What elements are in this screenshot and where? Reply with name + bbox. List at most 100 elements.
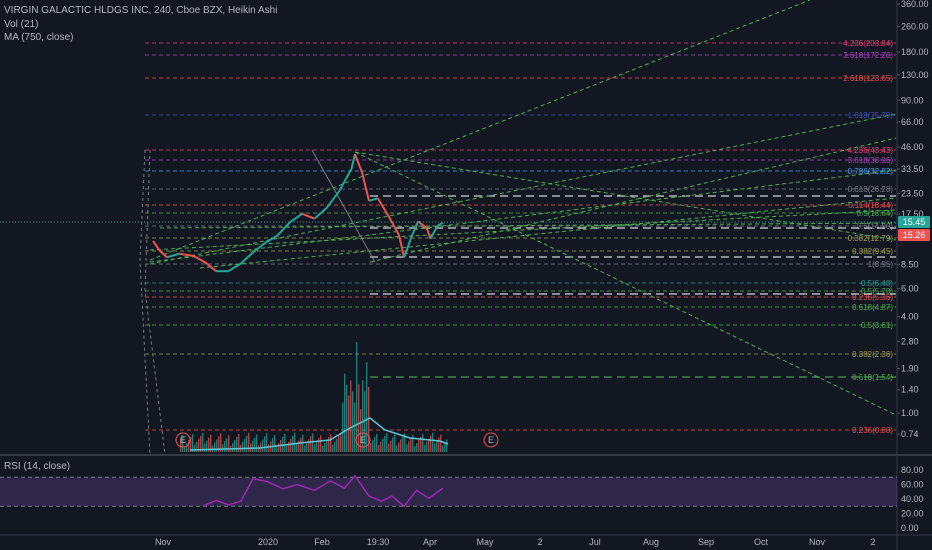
earnings-marker: [355, 432, 371, 448]
fib-level-label: 0.382(9.45): [852, 247, 893, 256]
volume-bar: [286, 444, 288, 452]
rsi-tick-label: 0.00: [901, 523, 919, 533]
x-tick-label: 2: [870, 537, 875, 547]
rsi-tick-label: 60.00: [901, 480, 924, 490]
price-segment: [192, 255, 207, 264]
volume-bar: [254, 437, 256, 452]
volume-bar: [234, 440, 236, 452]
price-segment: [179, 252, 194, 257]
rsi-label: RSI (14, close): [4, 461, 71, 472]
volume-bar: [182, 435, 184, 452]
volume-bar: [378, 444, 380, 452]
volume-bar: [306, 442, 308, 452]
projection-line: [144, 149, 166, 456]
y-tick-label: 1.00: [901, 408, 919, 418]
volume-bar: [386, 432, 388, 452]
volume-bar: [338, 435, 340, 452]
volume-bar: [310, 436, 312, 452]
volume-bar: [370, 443, 372, 452]
volume-bar: [184, 446, 186, 452]
volume-bar: [352, 391, 354, 452]
earnings-marker-label: E: [488, 435, 494, 445]
volume-bar: [354, 402, 356, 452]
volume-bar: [208, 437, 210, 452]
volume-bar: [422, 434, 424, 452]
volume-bar: [376, 434, 378, 452]
trend-line: [369, 137, 897, 263]
volume-bar: [278, 443, 280, 452]
volume-bar: [204, 443, 206, 452]
fib-level-label: 1.618(75.79): [848, 111, 894, 120]
volume-bar: [372, 440, 374, 452]
price-segment: [152, 240, 161, 252]
fib-level-label: 0.5(14.90): [857, 222, 894, 231]
volume-bar: [434, 443, 436, 452]
x-tick-label: Nov: [155, 537, 172, 547]
volume-bar: [436, 440, 438, 452]
volume-bar: [368, 387, 370, 452]
x-tick-label: Feb: [314, 537, 330, 547]
volume-bar: [392, 437, 394, 452]
volume-bar: [334, 441, 336, 452]
fib-level-label: 0.5(16.64): [857, 209, 894, 218]
volume-bar: [276, 446, 278, 452]
price-segment: [403, 237, 413, 258]
volume-bar: [220, 433, 222, 452]
x-tick-label: Jul: [589, 537, 601, 547]
price-segment: [361, 171, 371, 202]
y-tick-label: 17.50: [901, 209, 924, 219]
y-tick-label: 0.74: [901, 429, 919, 439]
volume-bar: [300, 437, 302, 452]
volume-bar: [424, 444, 426, 452]
volume-bar: [406, 444, 408, 452]
trend-line: [149, 0, 811, 261]
trend-line: [354, 151, 897, 416]
fib-level-label: 0.382(2.36): [852, 350, 893, 359]
volume-bar: [206, 440, 208, 452]
volume-bar: [442, 445, 444, 452]
rsi-line: [203, 474, 444, 508]
price-segment: [437, 221, 444, 227]
fib-level-label: 0.114(18.44): [848, 201, 893, 210]
price-segment: [252, 241, 267, 254]
volume-bar: [246, 435, 248, 452]
rsi-tick-label: 80.00: [901, 465, 924, 475]
volume-bar: [318, 438, 320, 452]
y-tick-label: 180.00: [901, 47, 929, 57]
volume-bar: [430, 435, 432, 452]
volume-bar: [344, 373, 346, 452]
price-segment: [376, 197, 390, 217]
volume-bar: [408, 441, 410, 452]
volume-bar: [226, 438, 228, 452]
volume-bar: [440, 434, 442, 452]
volume-ma-line: [189, 417, 449, 451]
fib-level-label: 3.618(38.96): [848, 156, 894, 165]
legend-title: VIRGIN GALACTIC HLDGS INC, 240, Cboe BZX…: [4, 5, 278, 16]
trend-line: [149, 113, 897, 265]
y-tick-label: 90.00: [901, 95, 924, 105]
fib-level-label: 4.236(203.84): [843, 39, 893, 48]
volume-bar: [210, 434, 212, 452]
earnings-marker-label: E: [360, 435, 366, 445]
price-segment: [387, 215, 400, 236]
volume-bar: [396, 445, 398, 452]
y-tick-label: 66.00: [901, 117, 924, 127]
volume-bar: [360, 409, 362, 452]
y-tick-label: 130.00: [901, 70, 929, 80]
volume-bar: [326, 440, 328, 452]
price-segment: [166, 252, 180, 259]
volume-bar: [336, 438, 338, 452]
last-price-tag: 15.45: [898, 216, 930, 228]
volume-bar: [224, 441, 226, 452]
volume-bar: [248, 432, 250, 452]
price-segment: [429, 225, 439, 240]
y-tick-label: 360.00: [901, 0, 929, 9]
volume-bar: [272, 438, 274, 452]
volume-bar: [222, 444, 224, 452]
volume-bar: [294, 432, 296, 452]
volume-bar: [296, 443, 298, 452]
y-tick-label: 23.50: [901, 189, 924, 199]
volume-bar: [438, 437, 440, 452]
volume-bar: [428, 438, 430, 452]
